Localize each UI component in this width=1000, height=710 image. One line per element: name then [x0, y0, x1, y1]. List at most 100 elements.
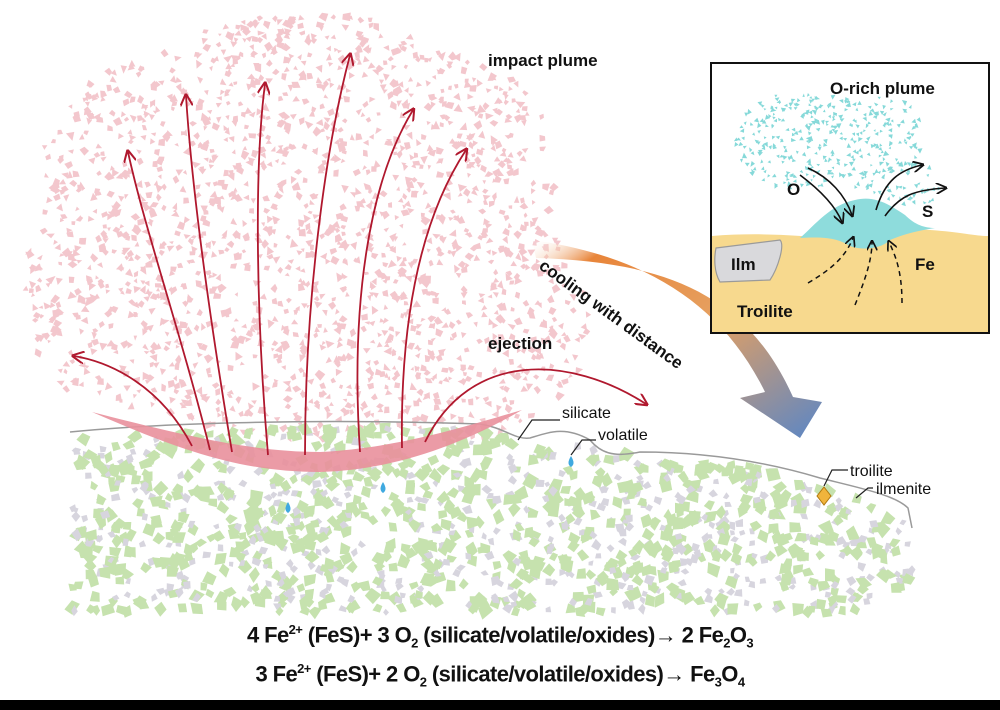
plume-particle — [172, 208, 177, 213]
plume-particle — [439, 235, 445, 241]
plume-particle — [371, 305, 379, 315]
o-rich-plume-particle — [793, 174, 798, 178]
plume-particle — [516, 363, 522, 369]
plume-particle — [459, 122, 468, 131]
plume-particle — [468, 161, 476, 168]
silicate-grain — [183, 468, 194, 483]
plume-particle — [349, 134, 355, 141]
plume-particle — [548, 328, 558, 340]
o-rich-plume-particle — [900, 168, 904, 172]
plume-particle — [251, 22, 260, 29]
plume-particle — [69, 179, 78, 187]
silicate-grain — [441, 537, 457, 554]
plume-particle — [48, 184, 57, 191]
reaction-zone — [800, 198, 935, 249]
plume-particle — [245, 330, 253, 338]
plume-particle — [175, 244, 183, 251]
plume-particle — [520, 385, 529, 392]
plume-particle — [548, 277, 554, 285]
plume-particle — [491, 250, 498, 256]
ilmenite-grain — [141, 512, 148, 521]
plume-particle — [350, 241, 357, 251]
ilmenite-grain — [182, 492, 191, 504]
plume-particle — [187, 294, 192, 299]
silicate-grain — [749, 520, 762, 532]
silicate-grain — [279, 479, 292, 492]
plume-particle — [156, 166, 164, 172]
o-rich-plume-particle — [858, 137, 863, 142]
ilmenite-grain — [246, 584, 254, 593]
ilmenite-grain — [730, 536, 739, 543]
plume-particle — [420, 212, 425, 218]
plume-particle — [272, 382, 278, 388]
plume-particle — [421, 279, 431, 289]
plume-particle — [450, 250, 457, 258]
plume-particle — [384, 276, 391, 281]
volatile-label: volatile — [598, 427, 648, 444]
equation-magnetite: 3 Fe2+ (FeS)+ 2 O2 (silicate/volatile/ox… — [0, 661, 1000, 690]
silicate-grain — [415, 590, 423, 599]
o-rich-plume-particle — [842, 138, 847, 141]
plume-particle — [133, 311, 139, 318]
o-rich-plume-particle — [906, 135, 912, 140]
plume-particle — [492, 169, 499, 177]
ilmenite-grain — [480, 570, 489, 576]
silicate-grain — [793, 564, 804, 575]
plume-particle — [270, 49, 276, 55]
plume-particle — [400, 313, 405, 319]
plume-particle — [164, 331, 170, 337]
ilmenite-grain — [893, 570, 901, 579]
plume-particle — [542, 319, 548, 323]
silicate-grain — [88, 575, 99, 588]
plume-particle — [391, 64, 397, 71]
silicate-grain — [183, 552, 194, 562]
o-rich-plume-particle — [806, 145, 811, 150]
plume-particle — [500, 424, 507, 431]
plume-particle — [149, 354, 158, 362]
plume-particle — [157, 174, 162, 180]
plume-particle — [240, 150, 250, 160]
plume-particle — [507, 323, 516, 330]
plume-particle — [104, 382, 113, 391]
o-rich-plume-particle — [831, 115, 835, 119]
o-rich-plume-particle — [903, 108, 908, 113]
plume-particle — [224, 247, 230, 252]
plume-particle — [310, 37, 318, 44]
ilmenite-grain — [229, 561, 234, 567]
plume-particle — [220, 410, 226, 418]
plume-particle — [434, 316, 443, 325]
inset-panel: O-rich plume O S Ilm Fe Troilite — [710, 62, 990, 334]
plume-particle — [35, 284, 42, 293]
ilmenite-grain — [142, 448, 151, 458]
o-rich-plume-particle — [861, 176, 865, 180]
o-rich-plume-particle — [805, 181, 811, 187]
silicate-grain — [419, 573, 435, 586]
plume-particle — [420, 155, 428, 165]
o-rich-plume-particle — [846, 99, 851, 104]
o-rich-plume-particle — [881, 175, 885, 180]
o-rich-plume-particle — [758, 149, 763, 155]
plume-particle — [568, 373, 573, 379]
plume-particle — [345, 384, 352, 390]
plume-particle — [89, 282, 97, 291]
o-rich-plume-particle — [833, 129, 839, 135]
ilmenite-grain — [336, 500, 343, 507]
plume-particle — [196, 342, 203, 349]
plume-particle — [123, 385, 131, 392]
plume-particle — [218, 33, 222, 37]
ilmenite-grain — [461, 504, 473, 514]
o-rich-plume-particle — [877, 190, 882, 195]
ilmenite-grain — [596, 502, 606, 512]
plume-particle — [168, 286, 173, 294]
plume-particle — [396, 100, 402, 107]
plume-particle — [474, 156, 482, 166]
plume-particle — [284, 128, 290, 135]
plume-particle — [360, 325, 367, 333]
plume-particle — [104, 309, 113, 318]
plume-particle — [293, 309, 298, 316]
o-rich-plume-particle — [888, 146, 891, 150]
plume-particle — [284, 385, 292, 392]
plume-particle — [145, 380, 151, 385]
plume-particle — [122, 161, 128, 168]
silicate-grain — [438, 510, 448, 520]
